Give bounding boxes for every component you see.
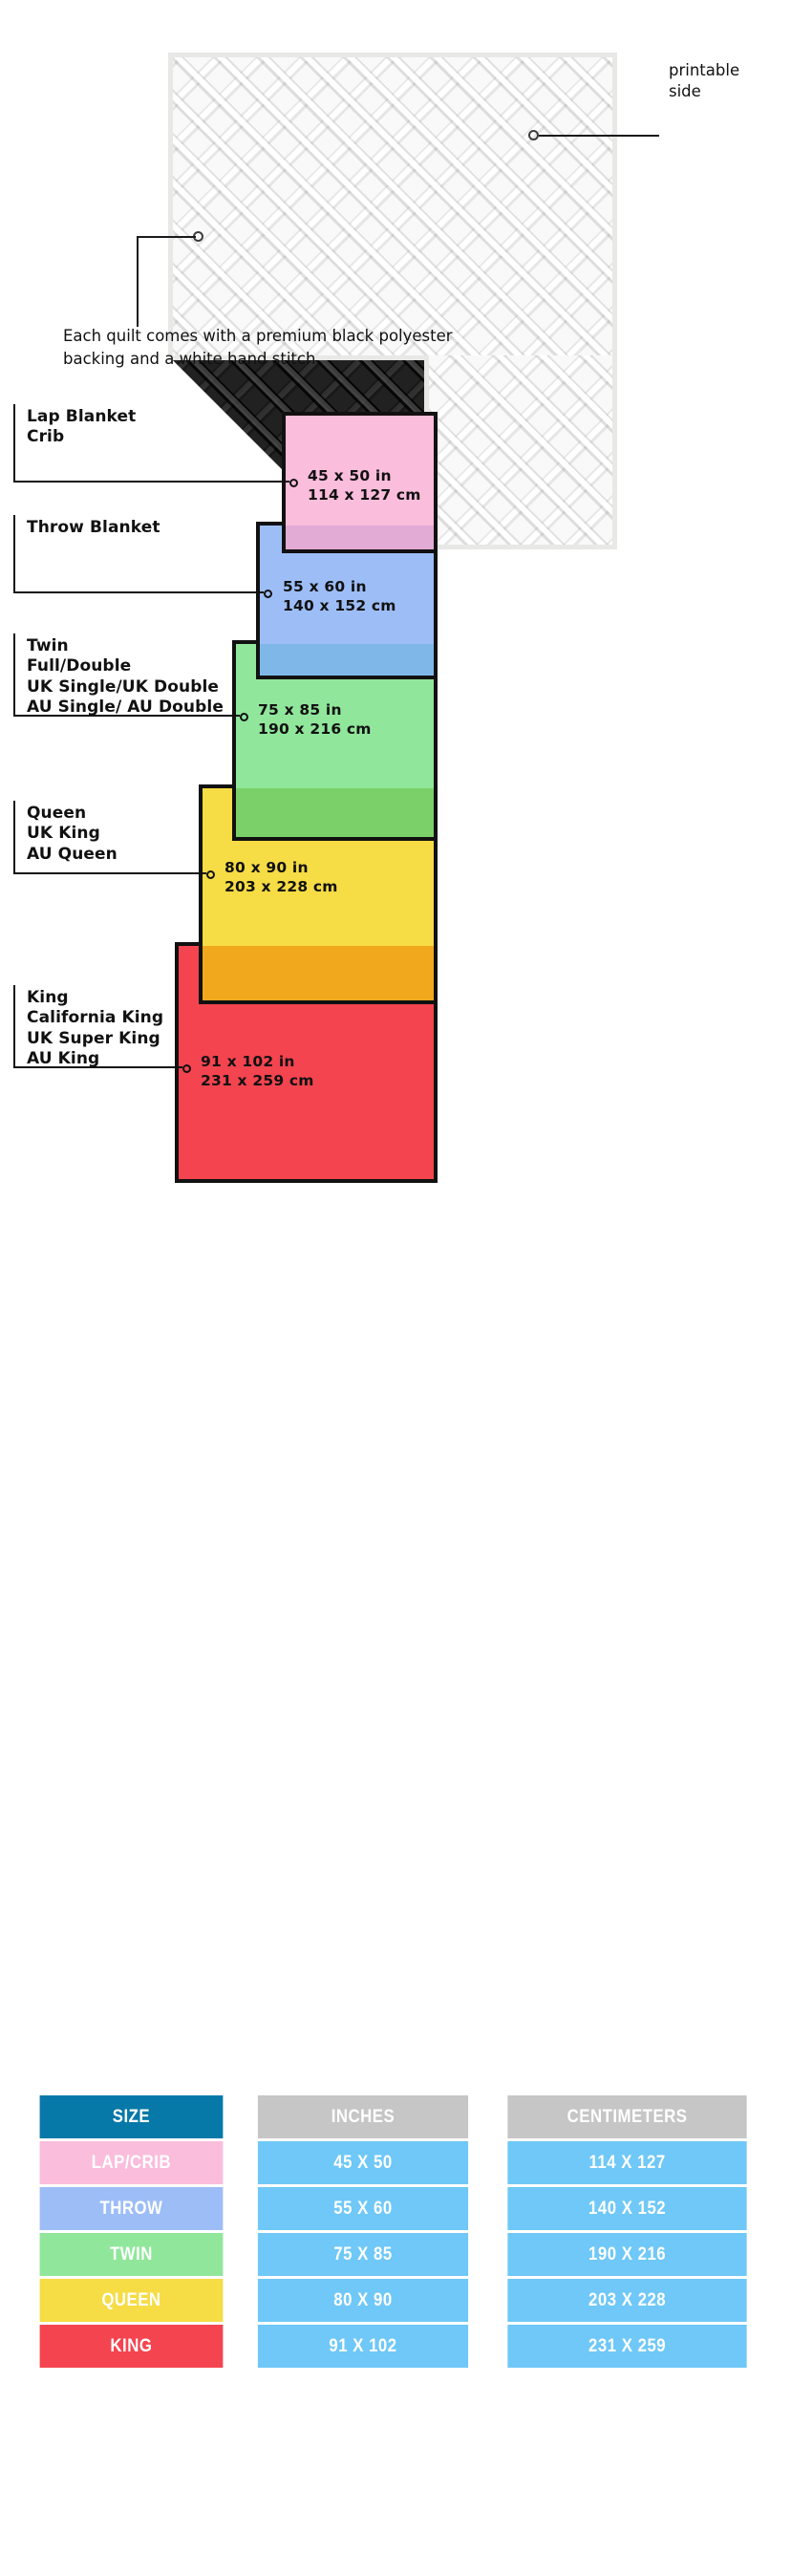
dimension-twin-cm: 190 x 216 cm — [258, 719, 372, 738]
table-header-size: SIZE — [39, 2095, 224, 2138]
group-label-queen-line-2: AU Queen — [27, 844, 118, 864]
group-label-king-line-2: UK Super King — [27, 1028, 160, 1048]
size-comparison-diagram: Lap Blanket Crib 45 x 50 in 114 x 127 cm… — [0, 399, 791, 1183]
group-label-king-line-0: King — [27, 988, 69, 1007]
group-label-queen-line-0: Queen — [27, 804, 87, 823]
table-cell-cm-twin: 190 X 216 — [507, 2233, 747, 2276]
table-row: TWIN 75 X 85 190 X 216 — [25, 2233, 766, 2276]
group-label-twin-line-1: Full/Double — [27, 656, 132, 676]
dimension-twin: 75 x 85 in 190 x 216 cm — [258, 701, 372, 740]
table-cell-size-throw: THROW — [39, 2187, 224, 2230]
group-label-lap-crib-line-0: Lap Blanket — [27, 407, 137, 426]
callout-dot-throw — [264, 590, 272, 598]
printable-side-label-line1: printable — [669, 61, 740, 79]
dimension-throw-cm: 140 x 152 cm — [283, 596, 396, 614]
quilt-white-bottom — [424, 355, 617, 549]
quilt-white-top — [168, 53, 617, 360]
overlap-throw-twin — [260, 644, 434, 676]
table-row: THROW 55 X 60 140 X 152 — [25, 2187, 766, 2230]
group-label-king: King California King UK Super King AU Ki… — [27, 988, 163, 1070]
printable-side-label-line2: side — [669, 81, 701, 100]
table-cell-size-twin: TWIN — [39, 2233, 224, 2276]
table-cell-inches-king: 91 X 102 — [257, 2325, 468, 2368]
table-cell-inches-lap-crib: 45 X 50 — [257, 2141, 468, 2184]
printable-side-callout-dot — [528, 130, 539, 140]
backing-caption-line2: backing and a white hand stitch. — [63, 349, 321, 368]
backing-leader-horizontal — [137, 236, 196, 238]
printable-side-leader-line — [539, 135, 659, 137]
table-cell-inches-queen: 80 X 90 — [257, 2279, 468, 2322]
quilt-graphic — [168, 53, 617, 551]
table-row: LAP/CRIB 45 X 50 114 X 127 — [25, 2141, 766, 2184]
group-label-queen-line-1: UK King — [27, 824, 100, 844]
group-label-twin-line-0: Twin — [27, 636, 69, 655]
callout-dot-twin — [240, 713, 248, 721]
dimension-king-inches: 91 x 102 in — [201, 1053, 295, 1070]
size-table: SIZE INCHES CENTIMETERS LAP/CRIB 45 X 50… — [22, 2093, 769, 2371]
backing-caption: Each quilt comes with a premium black po… — [63, 325, 732, 371]
dimension-throw: 55 x 60 in 140 x 152 cm — [283, 578, 396, 616]
table-header-row: SIZE INCHES CENTIMETERS — [25, 2095, 766, 2138]
callout-dot-king — [182, 1064, 191, 1073]
group-label-twin-line-3: AU Single/ AU Double — [27, 698, 224, 718]
quilt-texture-light-bottom — [429, 355, 612, 545]
bracket-queen — [13, 801, 206, 874]
group-label-throw: Throw Blanket — [27, 518, 160, 538]
table-cell-cm-king: 231 X 259 — [507, 2325, 747, 2368]
table-cell-size-queen: QUEEN — [39, 2279, 224, 2322]
bracket-twin — [13, 633, 240, 717]
dimension-queen: 80 x 90 in 203 x 228 cm — [224, 859, 338, 897]
dimension-lap-crib-inches: 45 x 50 in — [308, 467, 392, 484]
backing-caption-line1: Each quilt comes with a premium black po… — [63, 327, 453, 345]
quilt-texture-light-top — [173, 57, 612, 355]
table-header-inches: INCHES — [257, 2095, 468, 2138]
table-header-centimeters: CENTIMETERS — [507, 2095, 747, 2138]
table-cell-size-lap-crib: LAP/CRIB — [39, 2141, 224, 2184]
table-row: KING 91 X 102 231 X 259 — [25, 2325, 766, 2368]
bracket-lap-crib — [13, 404, 289, 483]
dimension-throw-inches: 55 x 60 in — [283, 578, 367, 595]
callout-dot-lap-crib — [289, 479, 298, 487]
group-label-lap-crib-line-1: Crib — [27, 427, 65, 447]
table-cell-size-king: KING — [39, 2325, 224, 2368]
table-row: QUEEN 80 X 90 203 X 228 — [25, 2279, 766, 2322]
group-label-king-line-3: AU King — [27, 1049, 100, 1069]
dimension-king-cm: 231 x 259 cm — [201, 1071, 314, 1089]
table-cell-cm-throw: 140 X 152 — [507, 2187, 747, 2230]
bracket-king — [13, 985, 182, 1068]
overlap-lap-throw — [286, 526, 434, 549]
group-label-lap-crib: Lap Blanket Crib — [27, 407, 136, 448]
group-label-queen: Queen UK King AU Queen — [27, 804, 118, 865]
callout-dot-queen — [206, 870, 215, 879]
group-label-throw-line-0: Throw Blanket — [27, 518, 160, 537]
overlap-twin-queen — [236, 788, 434, 837]
table-cell-cm-queen: 203 X 228 — [507, 2279, 747, 2322]
dimension-king: 91 x 102 in 231 x 259 cm — [201, 1053, 314, 1091]
dimension-twin-inches: 75 x 85 in — [258, 701, 342, 719]
overlap-queen-king — [203, 946, 434, 1000]
quilt-illustration: printable side Each quilt comes with a p… — [0, 0, 791, 573]
printable-side-label: printable side — [669, 60, 739, 102]
dimension-lap-crib: 45 x 50 in 114 x 127 cm — [308, 467, 421, 505]
table-cell-inches-throw: 55 X 60 — [257, 2187, 468, 2230]
group-label-king-line-1: California King — [27, 1008, 164, 1028]
dimension-queen-cm: 203 x 228 cm — [224, 877, 338, 895]
dimension-lap-crib-cm: 114 x 127 cm — [308, 485, 421, 504]
dimension-queen-inches: 80 x 90 in — [224, 859, 309, 876]
backing-leader-vertical — [137, 236, 139, 327]
group-label-twin: Twin Full/Double UK Single/UK Double AU … — [27, 636, 224, 719]
table-cell-inches-twin: 75 X 85 — [257, 2233, 468, 2276]
group-label-twin-line-2: UK Single/UK Double — [27, 676, 220, 697]
table-cell-cm-lap-crib: 114 X 127 — [507, 2141, 747, 2184]
bracket-throw — [13, 515, 264, 593]
